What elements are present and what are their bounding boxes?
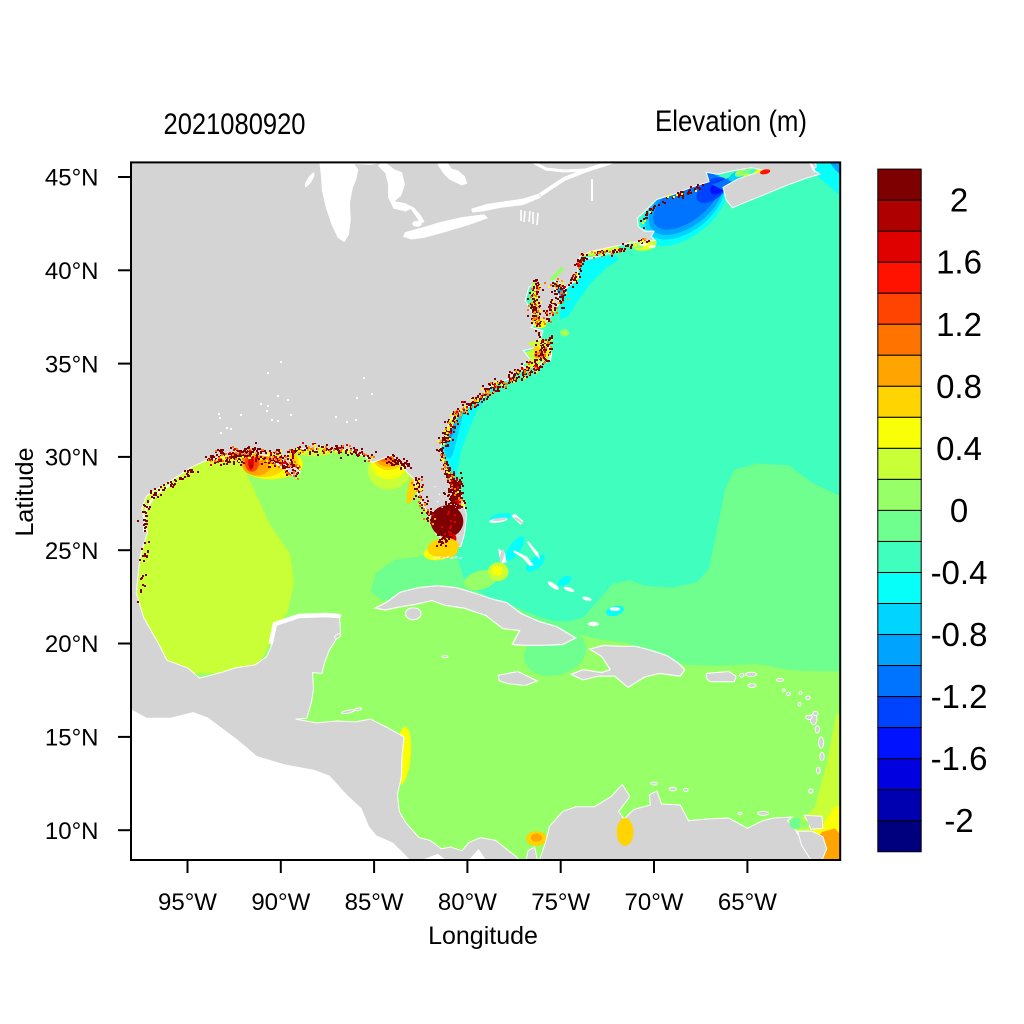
svg-text:85°W: 85°W xyxy=(345,889,404,916)
svg-text:35°N: 35°N xyxy=(45,351,99,378)
svg-text:Latitude: Latitude xyxy=(11,448,39,537)
svg-text:45°N: 45°N xyxy=(45,165,99,192)
svg-text:15°N: 15°N xyxy=(45,725,99,752)
svg-text:70°W: 70°W xyxy=(625,889,684,916)
svg-text:90°W: 90°W xyxy=(251,889,310,916)
svg-text:1.2: 1.2 xyxy=(936,306,982,343)
svg-text:40°N: 40°N xyxy=(45,258,99,285)
svg-text:-2: -2 xyxy=(944,802,973,839)
svg-text:-0.4: -0.4 xyxy=(931,554,988,591)
svg-text:-0.8: -0.8 xyxy=(931,616,988,653)
svg-text:10°N: 10°N xyxy=(45,818,99,845)
svg-text:1.6: 1.6 xyxy=(936,244,982,281)
svg-text:80°W: 80°W xyxy=(438,889,497,916)
svg-text:-1.2: -1.2 xyxy=(931,678,988,715)
svg-text:95°W: 95°W xyxy=(158,889,217,916)
svg-text:65°W: 65°W xyxy=(718,889,777,916)
svg-text:Longitude: Longitude xyxy=(428,922,538,950)
svg-text:2021080920: 2021080920 xyxy=(164,108,306,141)
svg-text:2: 2 xyxy=(950,182,968,219)
svg-text:Elevation (m): Elevation (m) xyxy=(655,105,807,138)
svg-text:0.8: 0.8 xyxy=(936,368,982,405)
svg-text:30°N: 30°N xyxy=(45,445,99,472)
svg-text:0: 0 xyxy=(950,492,968,529)
svg-text:0.4: 0.4 xyxy=(936,430,982,467)
svg-text:-1.6: -1.6 xyxy=(931,740,988,777)
svg-text:25°N: 25°N xyxy=(45,538,99,565)
svg-text:75°W: 75°W xyxy=(531,889,590,916)
svg-text:20°N: 20°N xyxy=(45,631,99,658)
